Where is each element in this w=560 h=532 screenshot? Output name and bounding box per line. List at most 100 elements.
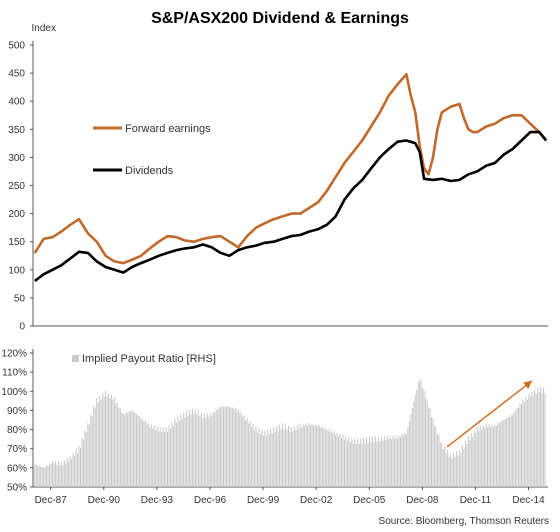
payout-bar — [304, 426, 306, 487]
payout-bar — [404, 433, 406, 487]
payout-bar — [57, 461, 59, 487]
payout-bar — [296, 425, 298, 487]
payout-bar — [430, 416, 432, 487]
payout-bar — [513, 411, 515, 487]
payout-bar — [369, 436, 371, 487]
payout-bar — [124, 414, 126, 487]
payout-bar — [289, 431, 291, 487]
payout-bar — [517, 407, 520, 487]
payout-bar — [69, 455, 71, 487]
payout-bar — [118, 408, 120, 487]
payout-bar — [268, 434, 270, 487]
top-y-tick-label: 250 — [8, 181, 25, 192]
payout-bar — [491, 424, 493, 487]
legend-forward-earnings-label: Forward earnings — [125, 123, 211, 135]
payout-bar — [520, 404, 522, 487]
legend-dividends-label: Dividends — [125, 165, 174, 177]
payout-bar — [212, 411, 214, 487]
payout-bar — [82, 440, 84, 487]
payout-bar — [538, 392, 540, 487]
trend-arrow-head — [523, 380, 533, 389]
payout-bar — [47, 465, 49, 487]
payout-bar — [481, 429, 483, 487]
payout-bar — [184, 417, 186, 487]
payout-bar — [284, 424, 286, 487]
payout-bar — [54, 461, 56, 487]
payout-bar — [267, 429, 269, 487]
top-y-tick-label: 400 — [8, 97, 25, 108]
payout-bar — [426, 399, 428, 487]
payout-bar — [397, 438, 399, 487]
payout-bar — [206, 413, 208, 487]
payout-bar — [501, 421, 503, 487]
payout-bar — [330, 430, 332, 487]
payout-bar — [172, 426, 174, 487]
payout-bar — [494, 424, 496, 487]
payout-bar — [211, 415, 213, 487]
payout-bar — [482, 425, 484, 487]
payout-bar — [428, 407, 430, 487]
payout-bar — [119, 407, 121, 487]
payout-bar — [438, 434, 440, 487]
payout-bar — [420, 381, 422, 487]
payout-bar — [252, 424, 254, 487]
payout-bar — [422, 387, 424, 487]
payout-bar — [333, 431, 335, 487]
payout-bar — [327, 429, 329, 487]
payout-bar — [305, 423, 307, 487]
payout-bar — [419, 378, 421, 487]
payout-bar — [352, 443, 354, 487]
payout-bar — [519, 403, 521, 487]
payout-bar — [162, 427, 164, 487]
payout-bar — [295, 429, 297, 487]
payout-bar — [348, 436, 350, 487]
payout-bar — [231, 407, 233, 487]
payout-bar — [448, 457, 450, 487]
payout-bar — [392, 435, 394, 487]
payout-bar — [215, 409, 217, 487]
top-chart-legend: Forward earnings Dividends — [93, 123, 211, 177]
bottom-y-tick-label: 110% — [2, 368, 27, 379]
payout-bar — [506, 418, 508, 487]
payout-bar — [410, 414, 412, 487]
payout-bar — [376, 441, 378, 487]
payout-bar — [100, 399, 102, 487]
payout-bar — [355, 443, 357, 487]
source-note: Source: Bloomberg, Thomson Reuters — [379, 516, 549, 527]
payout-bar — [470, 433, 472, 487]
payout-bar — [136, 414, 138, 487]
payout-bar — [361, 443, 363, 487]
payout-bar — [394, 438, 396, 487]
x-tick-label: Dec-93 — [141, 495, 174, 506]
payout-bar — [509, 416, 511, 487]
payout-bar — [307, 425, 309, 487]
payout-bar — [49, 463, 51, 487]
payout-bar — [258, 428, 260, 487]
payout-bar — [317, 425, 319, 487]
payout-bar — [134, 413, 136, 487]
payout-bar — [56, 464, 58, 487]
payout-bar — [112, 399, 114, 487]
payout-bar — [276, 425, 278, 487]
y-axis-label: Index — [32, 23, 56, 34]
payout-bar — [87, 422, 89, 487]
payout-bar — [363, 437, 365, 487]
chart-title: S&P/ASX200 Dividend & Earnings — [151, 10, 409, 27]
payout-bar — [286, 430, 288, 487]
payout-bar — [261, 429, 263, 487]
payout-bar — [72, 452, 74, 487]
payout-bar — [540, 387, 542, 487]
payout-bar — [279, 424, 281, 487]
payout-bar — [227, 406, 229, 487]
payout-bar — [498, 423, 500, 487]
payout-bar — [259, 434, 261, 487]
payout-bar — [450, 453, 452, 487]
x-tick-label: Dec-11 — [460, 495, 492, 506]
payout-bar — [379, 441, 381, 487]
payout-bar — [444, 446, 446, 487]
payout-bar — [371, 436, 374, 487]
payout-bar — [140, 418, 142, 487]
payout-bar — [143, 421, 145, 487]
payout-bar — [497, 423, 499, 487]
payout-bar — [535, 393, 537, 487]
